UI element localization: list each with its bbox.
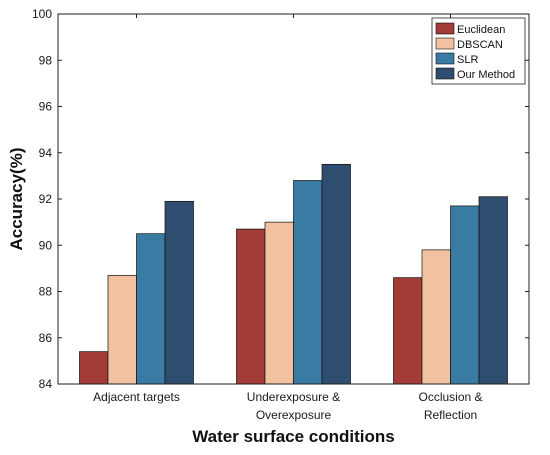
y-tick-label: 98	[39, 53, 53, 67]
y-tick-label: 92	[39, 192, 53, 206]
x-tick-label: Occlusion &	[418, 390, 482, 404]
legend-swatch-slr	[435, 52, 455, 65]
bar-our-method-3	[478, 196, 508, 385]
bar-euclidean-2	[236, 228, 266, 385]
bar-slr-1	[136, 233, 166, 385]
y-axis-label: Accuracy(%)	[7, 148, 26, 251]
bar-dbscan-3	[421, 249, 451, 385]
x-tick-label: Overexposure	[256, 408, 332, 422]
legend-label: SLR	[457, 54, 478, 66]
x-tick-label: Adjacent targets	[93, 390, 180, 404]
legend-swatch-our-method	[435, 67, 455, 80]
bar-dbscan-2	[264, 221, 294, 385]
y-tick-label: 88	[39, 285, 53, 299]
y-tick-label: 86	[39, 331, 53, 345]
x-tick-label: Reflection	[424, 408, 477, 422]
bar-slr-3	[450, 205, 480, 385]
y-tick-label: 84	[39, 377, 53, 391]
plot-area: 84 86 88 90 92 94 96 98 100 Adjacent targets Under…	[32, 7, 530, 422]
legend-swatch-dbscan	[435, 37, 455, 50]
bar-our-method-2	[321, 163, 351, 385]
bar-dbscan-1	[107, 274, 137, 385]
x-axis-label: Water surface conditions	[192, 427, 394, 446]
y-tick-label: 100	[32, 7, 52, 21]
bar-euclidean-1	[79, 351, 109, 385]
bar-euclidean-3	[393, 277, 423, 385]
legend-label: Euclidean	[457, 24, 505, 36]
legend-swatch-euclidean	[435, 22, 455, 35]
legend-label: DBSCAN	[457, 39, 503, 51]
legend-label: Our Method	[457, 69, 515, 81]
bar-our-method-1	[164, 200, 194, 385]
x-tick-label: Underexposure &	[247, 390, 340, 404]
y-tick-label: 96	[39, 100, 53, 114]
legend: Euclidean DBSCAN SLR Our Method	[431, 17, 526, 85]
bar-slr-2	[293, 180, 323, 385]
y-tick-label: 94	[39, 146, 53, 160]
y-tick-label: 90	[39, 238, 53, 252]
